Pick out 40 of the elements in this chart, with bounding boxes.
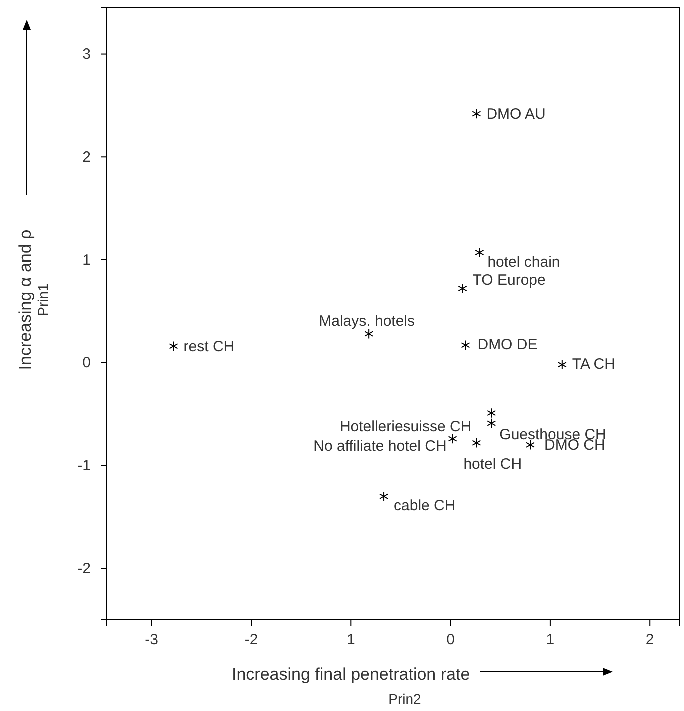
annotation: cable CH: [394, 498, 456, 515]
annotation: hotel CH: [464, 456, 522, 474]
x-tick-label: 1: [346, 632, 356, 649]
annotation: No affiliate hotel CH: [314, 438, 447, 455]
annotation: Malays. hotels: [319, 313, 416, 330]
point: [169, 341, 178, 352]
annotation: hotel chain: [488, 254, 560, 271]
point: [472, 438, 482, 448]
point: [461, 340, 470, 351]
x-tick-label: 2: [646, 632, 654, 649]
y-tick-label: 2: [82, 148, 91, 166]
point: [487, 408, 496, 418]
x-tick-label: -2: [244, 632, 258, 649]
point: [448, 434, 458, 444]
y-tick-label: -1: [78, 458, 91, 475]
y-tick-label: -2: [78, 560, 91, 578]
point: [558, 360, 567, 370]
point: [380, 491, 389, 502]
x-tick-label: 1: [546, 632, 555, 649]
annotation: Hotelleriesuisse CH: [340, 418, 472, 436]
text: Increasing α and ρ: [16, 230, 35, 370]
x-tick-label: -3: [145, 632, 159, 649]
annotation: TO Europe: [472, 272, 546, 289]
y-tick-label: 1: [82, 252, 91, 269]
x-tick-label: 0: [446, 632, 455, 649]
y-tick-label: 0: [82, 354, 91, 372]
annotation: TA CH: [572, 356, 616, 373]
y-tick-label: 3: [82, 46, 91, 64]
point: [526, 440, 536, 450]
annotation: rest CH: [184, 338, 235, 356]
y-axis-title: Prin1: [35, 283, 51, 316]
annotation: DMO DE: [478, 336, 538, 354]
point: [364, 328, 374, 340]
annotation: DMO AU: [486, 106, 546, 123]
point: [475, 248, 484, 258]
text: Increasing final penetration rate: [232, 665, 470, 684]
point: [472, 108, 482, 120]
point: [487, 418, 496, 429]
x-axis-title: Prin2: [388, 691, 422, 707]
point: [458, 284, 468, 294]
